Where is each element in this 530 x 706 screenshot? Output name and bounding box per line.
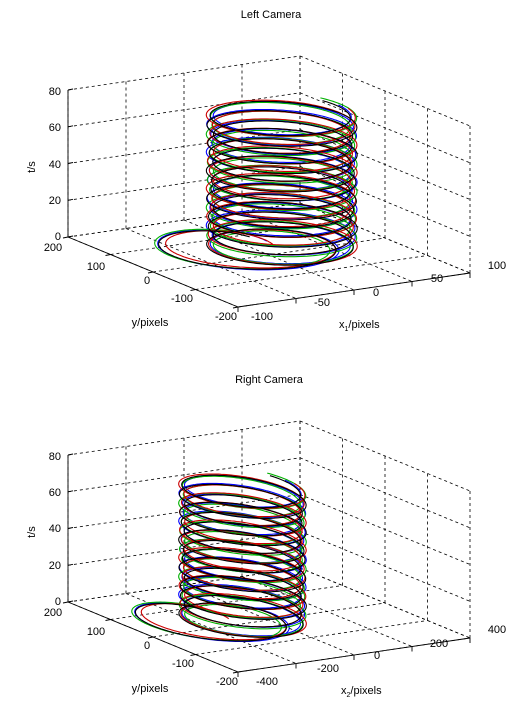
- axis-ticks: -100 -50 0 50 100 -200 -100 0 100 200 0 …: [44, 86, 506, 323]
- grid-line: [299, 92, 471, 164]
- x-tick-label: -200: [317, 663, 339, 675]
- panel-title: Right Camera: [235, 374, 304, 386]
- y-tick: [232, 306, 239, 309]
- z-tick-label: 0: [55, 596, 61, 608]
- y-tick-label: 0: [144, 640, 150, 652]
- panel-right-camera: Right Camera -400 -200 0 200 400 -200 -1…: [26, 374, 506, 699]
- y-tick: [232, 671, 239, 674]
- z-tick: [67, 453, 74, 456]
- y-tick: [147, 636, 154, 639]
- z-axis-label: t/s: [26, 161, 38, 173]
- x-tick-label: 400: [488, 624, 506, 636]
- x-tick-label: 0: [374, 650, 380, 662]
- y-tick-label: 0: [144, 275, 150, 287]
- y-tick: [190, 289, 196, 291]
- z-tick: [67, 198, 74, 201]
- z-tick: [67, 88, 74, 91]
- z-tick: [67, 527, 74, 529]
- y-tick: [62, 236, 69, 239]
- z-tick-label: 60: [49, 487, 61, 499]
- z-tick: [67, 162, 74, 164]
- z-tick: [67, 235, 74, 238]
- y-tick-label: 200: [44, 607, 62, 619]
- x-axis-label: x1/pixels: [339, 319, 380, 333]
- panel-left-camera: Left Camera -100 -50 0 50 100 -200 -100 …: [26, 9, 506, 333]
- series-curves: [154, 97, 358, 271]
- y-tick-label: 100: [87, 626, 105, 638]
- x-tick-label: 100: [488, 260, 506, 272]
- grid-line: [183, 584, 355, 656]
- y-tick-label: 200: [44, 242, 62, 254]
- series-curves: [131, 472, 307, 643]
- grid-line: [125, 593, 297, 664]
- x-tick-label: -50: [314, 297, 330, 309]
- axis-ticks: -400 -200 0 200 400 -200 -100 0 100 200 …: [44, 451, 506, 688]
- y-tick-label: -200: [216, 676, 238, 688]
- z-tick-label: 20: [49, 560, 61, 572]
- series-line: [158, 100, 358, 270]
- panel-title: Left Camera: [241, 9, 302, 21]
- grid-line: [299, 420, 471, 492]
- z-tick-label: 60: [49, 122, 61, 134]
- grid-line: [299, 55, 471, 127]
- y-tick-label: -200: [215, 311, 237, 323]
- y-tick: [147, 271, 154, 274]
- grid-line: [299, 567, 471, 639]
- axes-grid: [62, 420, 471, 677]
- x-tick-label: 50: [431, 273, 443, 285]
- y-axis-label: y/pixels: [132, 683, 169, 695]
- z-tick-label: 80: [49, 451, 61, 463]
- grid-line: [299, 494, 471, 565]
- z-tick-label: 20: [49, 195, 61, 207]
- y-tick: [190, 654, 196, 656]
- y-tick: [105, 619, 111, 621]
- z-tick-label: 0: [55, 231, 61, 243]
- z-tick-label: 80: [49, 86, 61, 98]
- series-line: [134, 474, 307, 642]
- x-tick-label: 0: [373, 287, 379, 299]
- y-axis-label: y/pixels: [132, 317, 169, 329]
- x-tick-label: -100: [251, 311, 273, 323]
- z-tick-label: 40: [49, 159, 61, 171]
- z-tick-label: 40: [49, 523, 61, 535]
- z-tick: [67, 490, 74, 493]
- grid-line: [241, 211, 413, 282]
- y-tick-label: -100: [171, 293, 193, 305]
- x-tick-label: -400: [256, 676, 278, 688]
- grid-line: [241, 576, 413, 647]
- x-axis-label: x2/pixels: [341, 685, 382, 699]
- z-tick: [67, 125, 74, 128]
- z-tick: [67, 600, 74, 603]
- y-tick: [105, 254, 111, 256]
- grid-line: [299, 457, 471, 529]
- z-tick: [67, 563, 74, 566]
- y-tick-label: 100: [87, 261, 105, 273]
- z-axis-label: t/s: [26, 526, 38, 538]
- x-tick-label: 200: [430, 638, 448, 650]
- y-tick-label: -100: [172, 658, 194, 670]
- y-tick: [62, 601, 69, 604]
